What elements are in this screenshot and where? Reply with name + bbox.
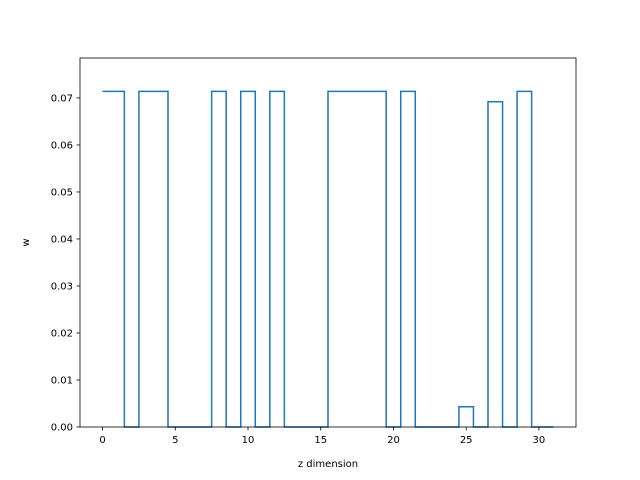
y-tick-label: 0.00 bbox=[51, 423, 73, 434]
y-tick-label: 0.01 bbox=[51, 375, 73, 386]
y-tick-label: 0.02 bbox=[51, 328, 73, 339]
x-tick-label: 25 bbox=[460, 435, 473, 446]
x-axis-label: z dimension bbox=[298, 459, 358, 470]
y-tick-label: 0.04 bbox=[51, 234, 73, 245]
x-tick-label: 5 bbox=[172, 435, 178, 446]
y-tick-label: 0.06 bbox=[51, 140, 73, 151]
x-tick-label: 20 bbox=[387, 435, 400, 446]
x-tick-label: 10 bbox=[242, 435, 255, 446]
y-tick-label: 0.07 bbox=[51, 93, 73, 104]
y-tick-label: 0.03 bbox=[51, 281, 73, 292]
x-tick-label: 15 bbox=[314, 435, 327, 446]
x-axis: 0 5 10 15 20 25 30 bbox=[99, 427, 545, 446]
y-axis: 0.00 0.01 0.02 0.03 0.04 0.05 0.06 0.07 bbox=[51, 93, 80, 434]
y-tick-label: 0.05 bbox=[51, 187, 73, 198]
y-axis-label: w bbox=[21, 238, 32, 246]
plot-frame bbox=[79, 57, 577, 428]
x-tick-label: 30 bbox=[533, 435, 546, 446]
x-tick-label: 0 bbox=[99, 435, 105, 446]
